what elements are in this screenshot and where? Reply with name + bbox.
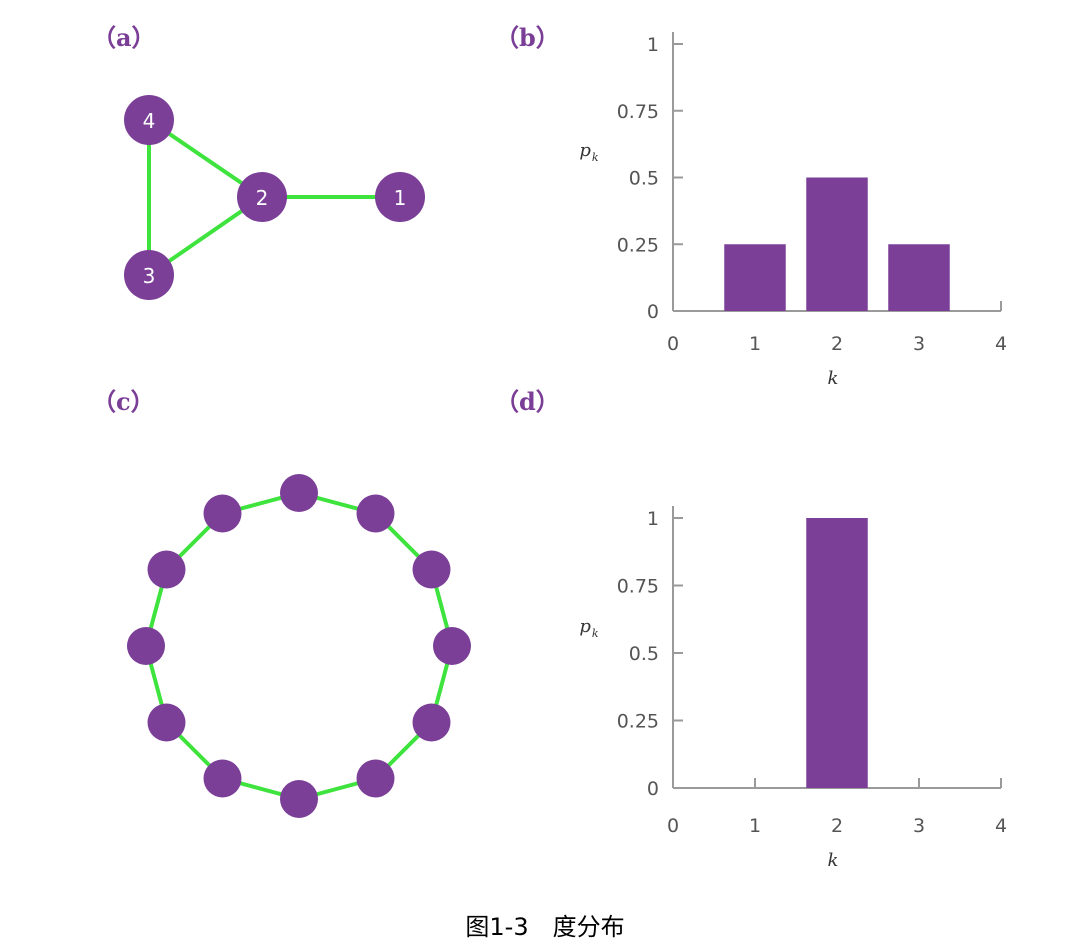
panel-a-label: （a） xyxy=(92,23,156,52)
x-tick-label: 1 xyxy=(749,333,761,355)
graph-node-circle xyxy=(124,250,174,300)
x-tick-label: 4 xyxy=(995,815,1007,837)
bar-k-2 xyxy=(806,518,868,788)
graph-node-4: 4 xyxy=(124,95,174,145)
ring-node xyxy=(127,627,165,665)
x-tick-label: 3 xyxy=(913,333,925,355)
ring-node xyxy=(280,474,318,512)
x-axis-label: k xyxy=(828,368,839,389)
y-tick-label: 1 xyxy=(647,508,659,530)
graph-node-label: 4 xyxy=(143,109,156,133)
graph-node-circle xyxy=(237,172,287,222)
y-tick-label: 0.5 xyxy=(629,643,659,665)
graph-node-circle xyxy=(375,172,425,222)
panel-b-chart: 0 0.25 0.5 0.75 1 0 1 2 3 4 k pk xyxy=(579,32,1007,389)
graph-node-3: 3 xyxy=(124,250,174,300)
ring-node xyxy=(412,703,451,742)
bar-k-2 xyxy=(806,177,868,311)
graph-node-2: 2 xyxy=(237,172,287,222)
panel-d-label: （d） xyxy=(495,387,560,416)
bar-k-3 xyxy=(888,244,950,311)
figure-caption: 图1-3 度分布 xyxy=(465,913,624,941)
bar-k-1 xyxy=(724,244,786,311)
x-tick-label: 3 xyxy=(913,815,925,837)
ring-node xyxy=(412,550,451,589)
graph-node-circle xyxy=(124,95,174,145)
y-axis-label: pk xyxy=(579,616,599,640)
panel-d-chart: 0 0.25 0.5 0.75 1 0 1 2 3 4 k pk xyxy=(579,506,1007,871)
graph-node-label: 2 xyxy=(256,186,269,210)
y-tick-label: 0 xyxy=(647,778,659,800)
y-tick-label: 0.5 xyxy=(629,168,659,190)
graph-node-label: 3 xyxy=(143,264,156,288)
x-tick-label: 4 xyxy=(995,333,1007,355)
x-tick-label: 0 xyxy=(667,815,679,837)
ring-node xyxy=(203,494,242,533)
y-axis-label: pk xyxy=(579,140,599,164)
graph-node-1: 1 xyxy=(375,172,425,222)
x-tick-label: 0 xyxy=(667,333,679,355)
panel-a-graph: 4 2 1 3 xyxy=(124,95,425,300)
x-tick-label: 2 xyxy=(831,333,843,355)
y-tick-label: 1 xyxy=(647,34,659,56)
panel-c-label: （c） xyxy=(92,387,155,416)
ring-node xyxy=(356,759,395,798)
ring-node xyxy=(147,550,186,589)
graph-node-label: 1 xyxy=(394,186,407,210)
x-axis-label: k xyxy=(828,850,839,871)
y-tick-label: 0.75 xyxy=(617,101,659,123)
ring-node xyxy=(280,780,318,818)
ring-node xyxy=(147,703,186,742)
ring-node xyxy=(356,494,395,533)
y-tick-label: 0.25 xyxy=(617,234,659,256)
y-tick-label: 0 xyxy=(647,301,659,323)
ring-node xyxy=(203,759,242,798)
y-tick-label: 0.75 xyxy=(617,576,659,598)
x-tick-label: 2 xyxy=(831,815,843,837)
panel-b-label: （b） xyxy=(495,23,560,52)
panel-c-ring-graph xyxy=(127,474,471,818)
ring-node xyxy=(433,627,471,665)
y-tick-label: 0.25 xyxy=(617,711,659,733)
x-tick-label: 1 xyxy=(749,815,761,837)
